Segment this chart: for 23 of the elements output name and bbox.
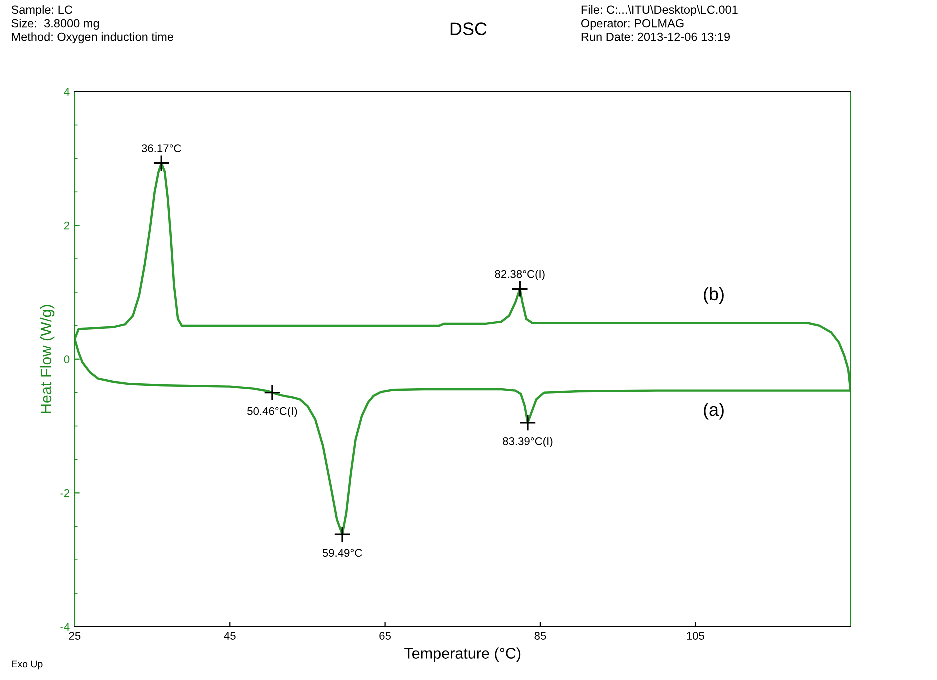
x-tick-label: 25 bbox=[69, 632, 81, 640]
annotation: 50.46°C(I) bbox=[248, 407, 298, 418]
annotation: 83.39°C(I) bbox=[503, 437, 553, 448]
y-tick-label: 0 bbox=[64, 356, 70, 364]
y-tick-label: -4 bbox=[60, 623, 70, 631]
annotation: 36.17°C bbox=[142, 144, 182, 152]
annotation: (a) bbox=[704, 402, 724, 420]
text: Exo Up bbox=[12, 660, 43, 670]
annotation: 82.38°C(I) bbox=[495, 270, 545, 280]
annotation: 59.49°C bbox=[322, 549, 362, 558]
x-tick-label: 85 bbox=[534, 632, 546, 640]
y-axis-title: Heat Flow (W/g) bbox=[40, 305, 55, 414]
annotation: (b) bbox=[704, 287, 724, 304]
text: Sample: LC Size: 3.8000 mg Method: Oxygen induction time bbox=[12, 5, 174, 44]
x-axis-title: Temperature (°C) bbox=[404, 648, 521, 662]
chart-title: DSC bbox=[450, 22, 487, 36]
y-tick-label: 2 bbox=[64, 222, 70, 230]
x-tick-label: 45 bbox=[224, 632, 236, 640]
x-tick-label: 65 bbox=[380, 632, 392, 640]
y-tick-label: 4 bbox=[64, 88, 70, 96]
x-tick-label: 105 bbox=[687, 632, 704, 640]
y-tick-label: -2 bbox=[60, 489, 70, 498]
text: File: C:...\ITU\Desktop\LC.001 Operator: POLMAG Run Date: 2013-12-06 13:19 bbox=[582, 5, 738, 42]
